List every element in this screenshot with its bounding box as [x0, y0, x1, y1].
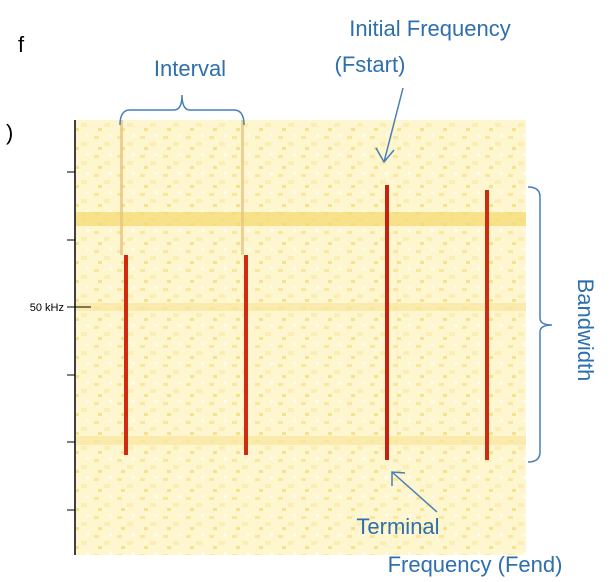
initial-label: Initial Frequency [349, 16, 510, 41]
left-text: ) [6, 120, 13, 145]
bandwidth-label: Bandwidth [573, 279, 598, 382]
annotations [119, 87, 553, 513]
left-text: f [18, 32, 25, 57]
terminal-label: Frequency (Fend) [388, 552, 563, 577]
interval-label: Interval [154, 56, 226, 81]
terminal-label: Terminal [356, 514, 439, 539]
spectrogram: 50 kHz [30, 120, 526, 555]
initial-label: (Fstart) [335, 52, 406, 77]
tick-label: 50 kHz [30, 302, 64, 314]
